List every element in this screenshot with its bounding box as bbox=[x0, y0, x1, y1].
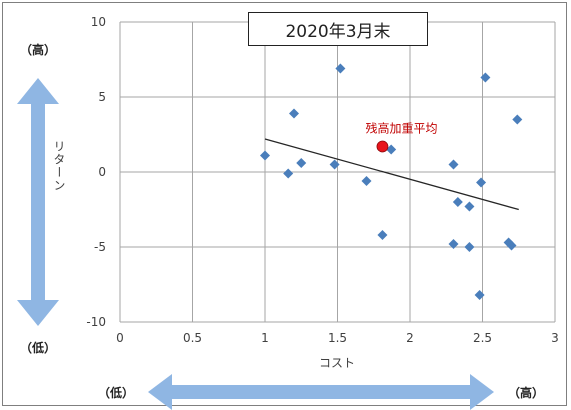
horizontal-double-arrow bbox=[148, 374, 494, 410]
x-tick-label: 0.5 bbox=[183, 331, 202, 345]
x-tick-label: 2.5 bbox=[473, 331, 492, 345]
x-tick-label: 2 bbox=[406, 331, 414, 345]
highlight-layer: 残高加重平均 bbox=[365, 121, 437, 153]
data-point bbox=[452, 197, 463, 207]
x-tick-label: 1.5 bbox=[328, 331, 347, 345]
x-tick-label: 1 bbox=[261, 331, 269, 345]
x-low-label: （低） bbox=[98, 385, 134, 400]
data-point bbox=[260, 150, 270, 161]
data-point bbox=[480, 72, 491, 83]
x-tick-label: 0 bbox=[116, 331, 124, 345]
data-point bbox=[448, 159, 459, 170]
data-point bbox=[296, 158, 307, 168]
grid bbox=[119, 21, 556, 323]
x-high-label: （高） bbox=[508, 385, 544, 400]
y-axis-label: リターン bbox=[52, 140, 66, 192]
chart-title: 2020年3月末 bbox=[248, 12, 428, 46]
data-point bbox=[464, 201, 475, 212]
chart-frame bbox=[2, 2, 567, 406]
data-point bbox=[283, 168, 294, 179]
y-tick-label: -10 bbox=[86, 315, 106, 329]
weighted-average-point bbox=[376, 140, 389, 153]
tick-labels: 0 0.5 1 1.5 2 2.5 3 10 5 0 -5 -10 bbox=[86, 15, 558, 345]
data-point bbox=[506, 240, 517, 251]
y-tick-label: -5 bbox=[94, 240, 106, 254]
data-point bbox=[512, 114, 523, 125]
data-point bbox=[377, 230, 388, 240]
y-tick-label: 10 bbox=[91, 15, 106, 29]
data-point bbox=[361, 176, 372, 186]
vertical-double-arrow bbox=[17, 78, 59, 326]
x-axis-label: コスト bbox=[319, 356, 355, 370]
y-tick-label: 0 bbox=[98, 165, 106, 179]
data-point bbox=[329, 159, 340, 170]
x-tick-label: 3 bbox=[551, 331, 559, 345]
trendline-layer bbox=[264, 138, 519, 211]
data-point bbox=[464, 242, 475, 252]
data-point bbox=[448, 239, 459, 249]
data-point bbox=[335, 63, 346, 74]
data-point bbox=[476, 177, 487, 188]
data-point bbox=[289, 108, 299, 119]
y-tick-label: 5 bbox=[98, 90, 106, 104]
data-points bbox=[260, 63, 523, 300]
y-high-label: （高） bbox=[20, 42, 56, 57]
data-point bbox=[386, 144, 397, 155]
data-point bbox=[474, 290, 485, 300]
trendline bbox=[264, 138, 519, 211]
y-low-label: （低） bbox=[20, 340, 56, 355]
weighted-average-label: 残高加重平均 bbox=[365, 121, 437, 136]
